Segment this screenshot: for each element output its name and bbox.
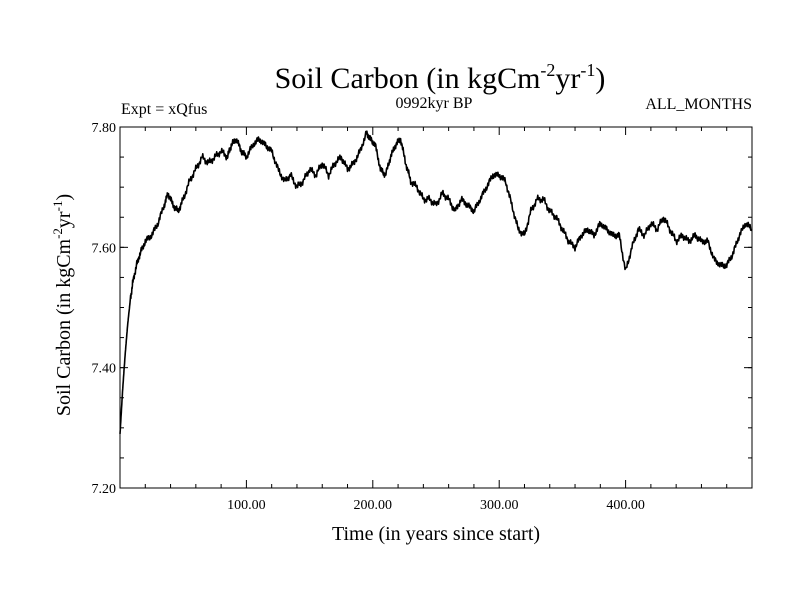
y-tick-label: 7.20 <box>92 482 117 497</box>
y-axis-label: Soil Carbon (in kgCm-2yr-1) <box>50 194 75 416</box>
x-axis-label: Time (in years since start) <box>332 523 540 545</box>
title-end: ) <box>595 62 605 95</box>
expt-label: Expt = xQfus <box>121 101 207 118</box>
tick-labels: 100.00 200.00 300.00 400.00 7.20 7.40 7.60 7.80 <box>92 121 645 513</box>
minor-ticks <box>120 127 752 488</box>
x-tick-label: 100.00 <box>227 498 266 513</box>
y-tick-label: 7.40 <box>92 362 117 377</box>
y-tick-label: 7.80 <box>92 121 117 136</box>
x-tick-label: 200.00 <box>354 498 393 513</box>
title-mid: yr <box>555 62 580 95</box>
y-tick-label: 7.60 <box>92 241 117 256</box>
series-line <box>119 130 753 434</box>
series-layer <box>119 130 753 434</box>
x-tick-label: 400.00 <box>606 498 645 513</box>
period-label: 0992kyr BP <box>396 95 473 112</box>
title-exp1: -2 <box>540 60 555 80</box>
x-tick-label: 300.00 <box>480 498 519 513</box>
title-main: Soil Carbon (in kgCm <box>275 62 541 95</box>
chart-title: Soil Carbon (in kgCm-2yr-1) <box>275 60 606 95</box>
title-exp2: -1 <box>580 60 595 80</box>
months-label: ALL_MONTHS <box>645 96 752 113</box>
plot-frame <box>119 126 753 489</box>
major-ticks <box>120 127 752 488</box>
